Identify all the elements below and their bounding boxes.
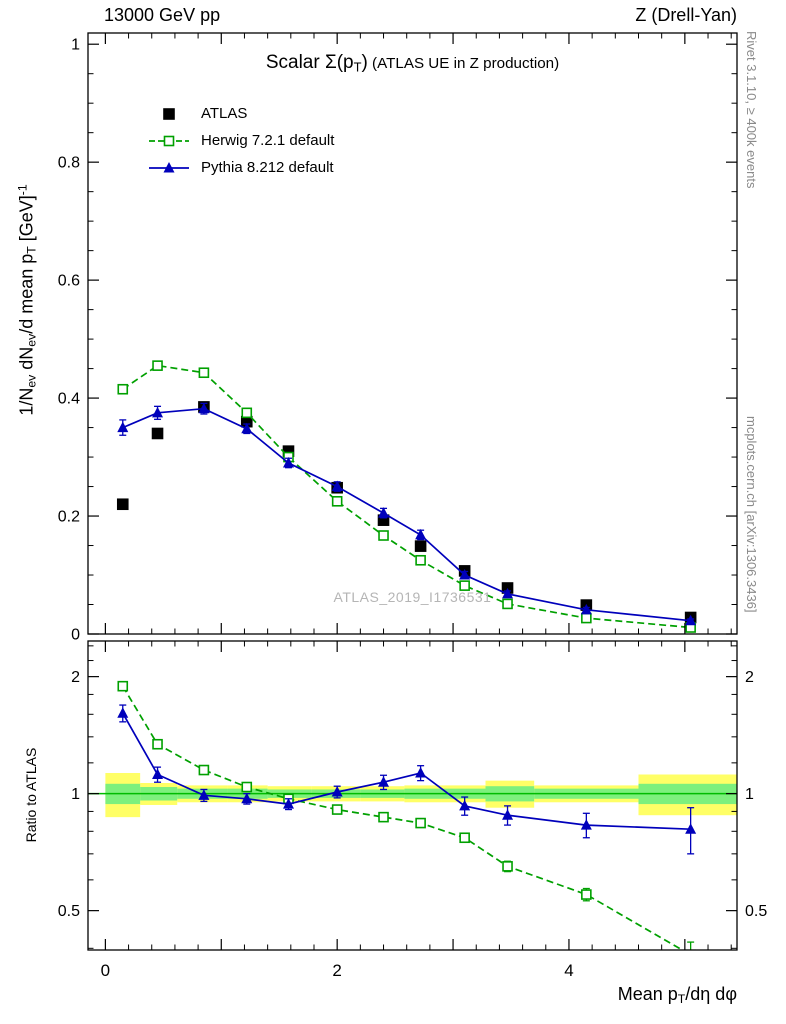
legend-label: Pythia 8.212 default xyxy=(201,159,334,176)
svg-text:0.5: 0.5 xyxy=(745,903,767,920)
svg-text:0: 0 xyxy=(71,627,80,644)
svg-text:2: 2 xyxy=(71,669,80,686)
legend-label: ATLAS xyxy=(201,105,248,122)
x-axis-label: Mean pT/dη dφ xyxy=(617,984,737,1007)
legend-label: Herwig 7.2.1 default xyxy=(201,132,335,149)
svg-text:2: 2 xyxy=(332,961,341,980)
y-axis-label-main: 1/Nev dNev/d mean pT [GeV]-1 xyxy=(15,184,39,416)
legend-item: Herwig 7.2.1 default xyxy=(147,127,334,154)
svg-text:0.4: 0.4 xyxy=(58,391,80,408)
legend: ATLAS Herwig 7.2.1 default Pythia 8.212 de… xyxy=(147,100,334,181)
legend-item: ATLAS xyxy=(147,100,334,127)
svg-text:1: 1 xyxy=(745,786,754,803)
legend-swatch-square xyxy=(149,135,189,146)
process-label: Z (Drell-Yan) xyxy=(635,5,737,25)
svg-text:2: 2 xyxy=(745,669,754,686)
legend-item: Pythia 8.212 default xyxy=(147,154,334,181)
rivet-version-note: Rivet 3.1.10, ≥ 400k events xyxy=(744,31,759,189)
svg-text:0.2: 0.2 xyxy=(58,509,80,526)
legend-swatch-triangle xyxy=(149,161,189,172)
mcplots-reference-note: mcplots.cern.ch [arXiv:1306.3436] xyxy=(744,416,759,613)
analysis-watermark: ATLAS_2019_I1736531 xyxy=(333,589,492,605)
plot-title: Scalar Σ(pT) (ATLAS UE in Z production) xyxy=(265,52,560,75)
svg-text:0.6: 0.6 xyxy=(58,273,80,290)
svg-text:0: 0 xyxy=(101,961,110,980)
svg-text:0.5: 0.5 xyxy=(58,903,80,920)
beam-energy-label: 13000 GeV pp xyxy=(104,5,221,25)
svg-text:1: 1 xyxy=(71,786,80,803)
legend-swatch-square xyxy=(163,107,175,120)
y-axis-label-ratio: Ratio to ATLAS xyxy=(23,747,39,843)
svg-text:1: 1 xyxy=(71,37,80,54)
svg-text:4: 4 xyxy=(564,961,573,980)
svg-text:0.8: 0.8 xyxy=(58,155,80,172)
